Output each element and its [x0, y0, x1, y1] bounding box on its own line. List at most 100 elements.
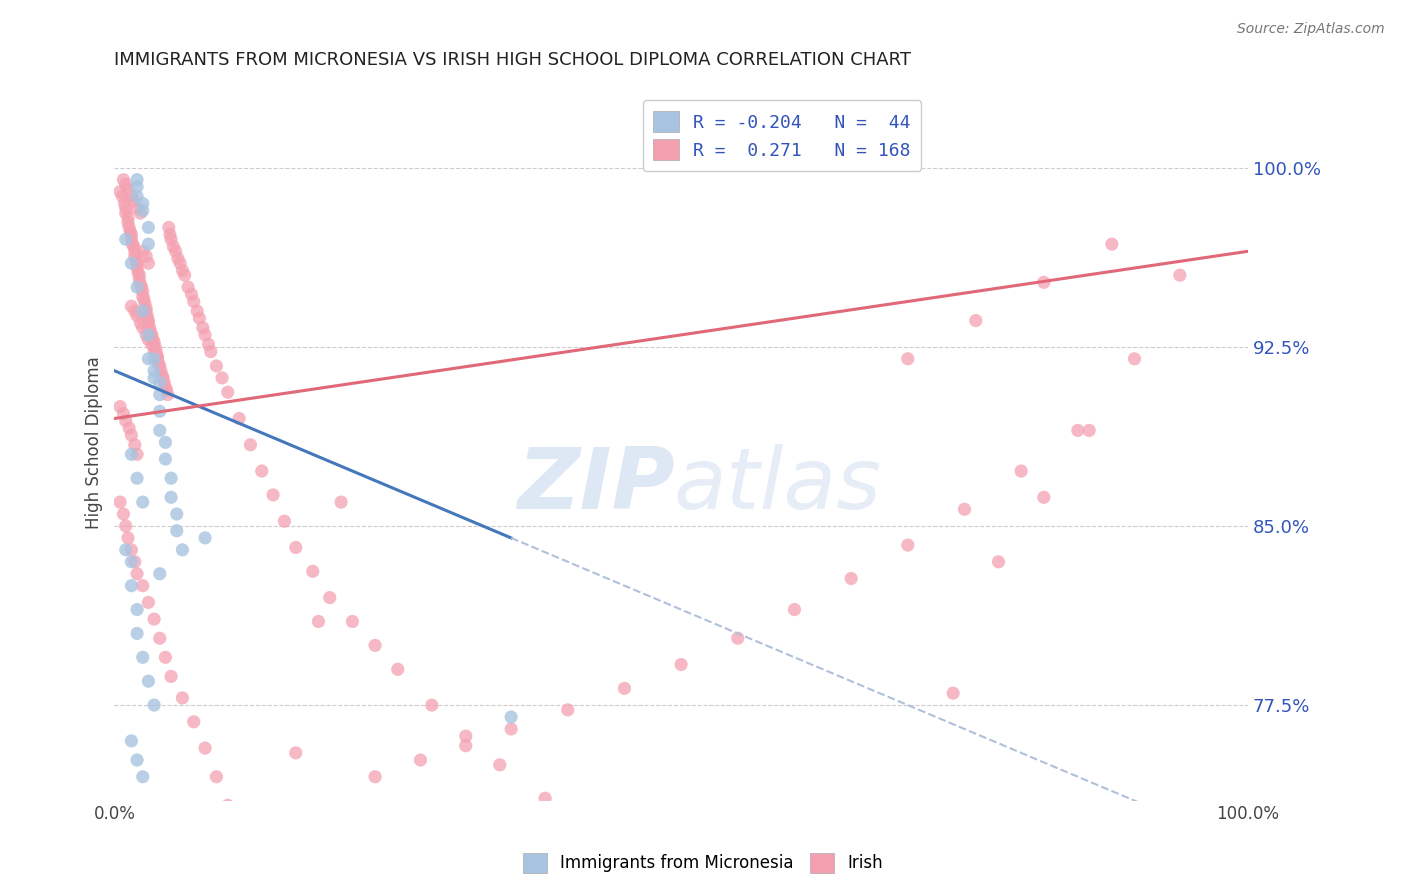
- Point: [342, 615, 364, 629]
- Point: [138, 313, 160, 327]
- Point: [205, 770, 228, 784]
- Point: [319, 591, 342, 605]
- Point: [152, 371, 174, 385]
- Point: [118, 421, 141, 435]
- Point: [132, 495, 155, 509]
- Point: [125, 626, 148, 640]
- Point: [172, 690, 194, 705]
- Point: [1032, 276, 1054, 290]
- Point: [135, 301, 157, 316]
- Point: [149, 424, 172, 438]
- Point: [139, 326, 162, 340]
- Point: [155, 380, 177, 394]
- Point: [1101, 237, 1123, 252]
- Point: [143, 612, 166, 626]
- Point: [149, 364, 172, 378]
- Point: [124, 304, 146, 318]
- Point: [194, 741, 217, 756]
- Point: [501, 710, 523, 724]
- Point: [160, 471, 183, 485]
- Point: [132, 203, 155, 218]
- Point: [120, 428, 142, 442]
- Point: [138, 333, 160, 347]
- Point: [114, 519, 136, 533]
- Point: [262, 488, 284, 502]
- Point: [194, 327, 217, 342]
- Point: [146, 351, 169, 366]
- Point: [194, 531, 217, 545]
- Point: [454, 729, 477, 743]
- Point: [501, 722, 523, 736]
- Point: [211, 371, 233, 385]
- Point: [1168, 268, 1191, 283]
- Legend: Immigrants from Micronesia, Irish: Immigrants from Micronesia, Irish: [517, 847, 889, 880]
- Point: [387, 662, 409, 676]
- Point: [138, 316, 160, 330]
- Point: [149, 376, 172, 390]
- Point: [125, 753, 148, 767]
- Point: [114, 178, 136, 192]
- Point: [172, 542, 194, 557]
- Point: [160, 491, 183, 505]
- Point: [579, 820, 602, 834]
- Point: [146, 350, 169, 364]
- Point: [131, 280, 153, 294]
- Point: [117, 182, 139, 196]
- Point: [160, 669, 183, 683]
- Point: [142, 333, 165, 347]
- Point: [613, 681, 636, 696]
- Point: [364, 770, 387, 784]
- Point: [557, 703, 579, 717]
- Point: [122, 239, 145, 253]
- Point: [165, 244, 187, 259]
- Point: [149, 566, 172, 581]
- Point: [134, 297, 156, 311]
- Point: [284, 541, 307, 555]
- Point: [132, 292, 155, 306]
- Point: [169, 256, 191, 270]
- Point: [111, 189, 134, 203]
- Point: [117, 216, 139, 230]
- Point: [953, 502, 976, 516]
- Point: [114, 196, 136, 211]
- Point: [155, 383, 177, 397]
- Text: Source: ZipAtlas.com: Source: ZipAtlas.com: [1237, 22, 1385, 37]
- Point: [1067, 424, 1090, 438]
- Point: [120, 232, 142, 246]
- Point: [108, 495, 131, 509]
- Point: [136, 309, 159, 323]
- Point: [488, 757, 510, 772]
- Point: [191, 320, 214, 334]
- Point: [143, 364, 166, 378]
- Point: [180, 287, 202, 301]
- Point: [172, 263, 194, 277]
- Point: [228, 411, 250, 425]
- Point: [409, 753, 432, 767]
- Point: [138, 595, 160, 609]
- Point: [114, 202, 136, 216]
- Point: [122, 194, 145, 209]
- Point: [284, 746, 307, 760]
- Text: ZIP: ZIP: [517, 444, 675, 527]
- Point: [146, 351, 169, 366]
- Point: [307, 615, 329, 629]
- Point: [727, 631, 749, 645]
- Point: [120, 225, 142, 239]
- Point: [125, 256, 148, 270]
- Point: [114, 414, 136, 428]
- Point: [143, 371, 166, 385]
- Point: [120, 734, 142, 748]
- Point: [149, 359, 172, 373]
- Point: [124, 244, 146, 259]
- Point: [120, 256, 142, 270]
- Point: [143, 340, 166, 354]
- Point: [132, 579, 155, 593]
- Point: [125, 179, 148, 194]
- Point: [1078, 424, 1101, 438]
- Point: [141, 327, 163, 342]
- Point: [897, 351, 920, 366]
- Point: [129, 206, 152, 220]
- Point: [155, 435, 177, 450]
- Point: [138, 220, 160, 235]
- Point: [114, 542, 136, 557]
